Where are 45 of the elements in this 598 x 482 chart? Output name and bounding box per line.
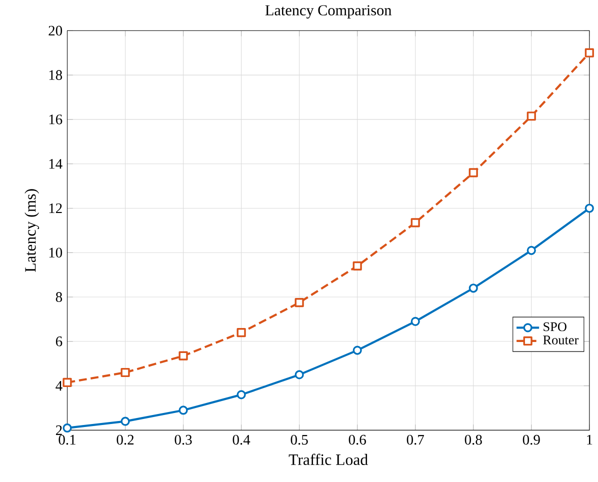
legend-label: Router (543, 336, 579, 345)
y-axis-title: Latency (ms) (24, 189, 40, 272)
x-tick-label: 0.2 (116, 435, 134, 445)
point (410, 218, 420, 228)
point (468, 168, 478, 178)
point (294, 298, 304, 308)
point (120, 416, 130, 426)
point (352, 346, 362, 356)
y-tick-label: 10 (49, 248, 62, 258)
point (178, 351, 188, 361)
point (236, 328, 246, 338)
point (584, 204, 594, 213)
y-tick-label: 20 (48, 26, 62, 36)
point (120, 368, 130, 378)
point (410, 317, 420, 326)
x-tick-label: 0.5 (290, 435, 308, 445)
x-axis-title: Traffic Load (288, 454, 368, 466)
x-tick-label: 0.7 (406, 435, 424, 445)
legend-label: SPO (544, 322, 566, 332)
point (526, 246, 536, 256)
point (178, 406, 188, 415)
y-tick-label: 2 (56, 426, 62, 436)
x-tick-label: 0.9 (522, 435, 540, 445)
x-tick-label: 1 (587, 435, 592, 445)
x-tick-label: 0.8 (464, 435, 482, 445)
x-tick-label: 0.1 (58, 435, 76, 445)
point (62, 378, 72, 388)
point (236, 390, 246, 400)
point (468, 284, 478, 293)
y-tick-label: 8 (56, 292, 62, 302)
y-tick-label: 18 (49, 70, 62, 80)
y-tick-label: 14 (49, 159, 62, 169)
point (62, 424, 72, 433)
chart-title: Latency Comparison (265, 5, 392, 19)
x-tick-label: 0.3 (174, 435, 192, 445)
point (584, 48, 594, 58)
point (294, 370, 304, 380)
point (526, 112, 536, 121)
y-tick-label: 6 (56, 336, 62, 346)
x-tick-label: 0.6 (348, 435, 366, 445)
point (352, 262, 362, 271)
y-tick-label: 4 (56, 381, 62, 391)
x-tick-label: 0.4 (232, 435, 250, 445)
y-tick-label: 12 (49, 204, 62, 214)
y-tick-label: 16 (49, 114, 62, 125)
